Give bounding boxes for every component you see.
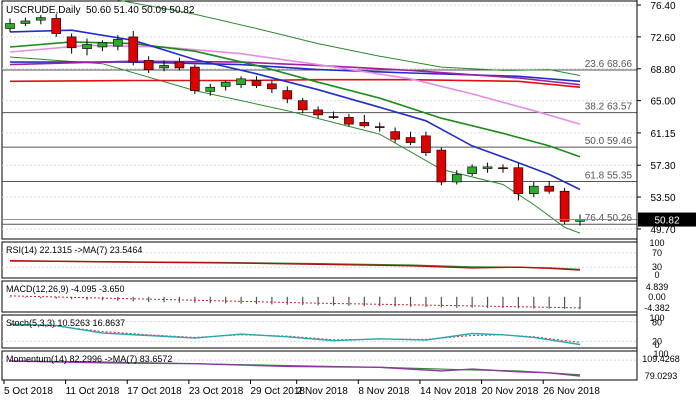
candle-body[interactable] (143, 60, 154, 70)
current-price-box (638, 212, 696, 227)
macd-tick-label: 0.00 (648, 292, 666, 302)
stoch-tick-label: 80 (652, 318, 662, 328)
candle-body[interactable] (421, 135, 431, 153)
candle-body[interactable] (66, 36, 77, 49)
candle-body[interactable] (51, 18, 62, 34)
price-tick-label: 72.60 (650, 33, 675, 44)
x-tick-label: 17 Oct 2018 (127, 386, 182, 397)
candle-body[interactable] (390, 131, 400, 140)
moving-average-line (9, 29, 581, 191)
candle-body[interactable] (528, 185, 539, 195)
candle-body[interactable] (467, 166, 477, 174)
candle-body[interactable] (159, 65, 169, 69)
candle-body[interactable] (97, 42, 108, 48)
momentum-label: Momentum(14) 82.2996 ->MA(7) 83.6572 (6, 354, 172, 364)
fib-level-label: 76.4 50.26 (585, 213, 633, 224)
candle-body[interactable] (205, 86, 216, 92)
candle-body[interactable] (513, 167, 524, 195)
momentum-tick-label: 109.4268 (642, 354, 680, 364)
candle-body[interactable] (236, 78, 246, 85)
rsi-pane (1, 241, 638, 279)
moving-average-line (9, 44, 581, 125)
candle-body[interactable] (498, 167, 508, 170)
price-tick-label: 76.40 (650, 1, 675, 12)
chart-ohlc: 50.60 51.40 50.09 50.82 (86, 5, 195, 16)
momentum-pane (1, 350, 638, 381)
fib-level-label: 38.2 63.57 (585, 102, 633, 113)
rsi-label: RSI(14) 22.1315 ->MA(7) 23.5464 (6, 245, 142, 255)
candle-body[interactable] (436, 149, 447, 183)
candle-body[interactable] (20, 20, 31, 24)
candle-body[interactable] (313, 109, 323, 116)
stoch-tick-label: 0 (654, 340, 659, 350)
chart-symbol: USCRUDE,Daily (6, 5, 80, 16)
candle-body[interactable] (344, 117, 354, 125)
candle-body[interactable] (328, 116, 339, 118)
stoch-label: Stoch(5,3,3) 10.5263 16.8637 (6, 318, 125, 328)
candle-body[interactable] (267, 83, 277, 90)
candle-body[interactable] (113, 39, 123, 47)
candle-body[interactable] (174, 61, 185, 69)
candle-body[interactable] (544, 185, 554, 192)
candle-body[interactable] (5, 23, 15, 29)
current-price-label: 50.82 (654, 216, 679, 227)
candle-body[interactable] (282, 90, 293, 100)
candle-body[interactable] (451, 174, 462, 183)
candle-body[interactable] (36, 17, 46, 21)
rsi-tick-label: 30 (652, 262, 662, 272)
bollinger-lower-line (9, 56, 581, 234)
price-tick-label: 61.15 (650, 129, 675, 140)
x-tick-label: 26 Nov 2018 (543, 386, 600, 397)
macd-tick-label: 4.839 (646, 282, 669, 292)
macd-label: MACD(12,26,9) -4.095 -3.650 (6, 284, 125, 294)
x-tick-label: 20 Nov 2018 (482, 386, 539, 397)
candle-body[interactable] (251, 80, 262, 86)
fib-level-label: 23.6 68.66 (585, 59, 633, 70)
stoch-k-line (9, 323, 581, 346)
rsi-line (9, 260, 581, 271)
candle-body[interactable] (128, 36, 139, 63)
candle-body[interactable] (190, 66, 200, 91)
fib-level-label: 61.8 55.35 (585, 171, 633, 182)
candle-body[interactable] (359, 122, 370, 127)
candle-body[interactable] (405, 137, 416, 143)
x-tick-label: 11 Oct 2018 (66, 386, 120, 397)
candle-body[interactable] (82, 44, 92, 49)
momentum-tick-label: 100 (653, 349, 668, 359)
stoch-pane (1, 314, 638, 349)
bollinger-upper-line (117, 0, 581, 76)
price-tick-label: 49.70 (650, 225, 675, 236)
candle-body[interactable] (297, 100, 308, 111)
candle-body[interactable] (220, 81, 231, 87)
momentum-line (9, 360, 581, 377)
candle-body[interactable] (374, 126, 385, 128)
candle-body[interactable] (482, 166, 493, 169)
x-tick-label: 2 Nov 2018 (297, 386, 349, 397)
moving-average-line (9, 78, 581, 88)
moving-average-line (9, 41, 581, 158)
fib-level-label: 50.0 59.46 (585, 136, 633, 147)
price-tick-label: 57.30 (650, 161, 675, 172)
price-pane (1, 0, 638, 240)
candle-body[interactable] (559, 190, 570, 222)
rsi-tick-label: 70 (652, 248, 662, 258)
macd-signal-line (9, 295, 581, 309)
x-tick-label: 14 Nov 2018 (420, 386, 477, 397)
stoch-tick-label: 20 (652, 336, 662, 346)
rsi-tick-label: 100 (649, 238, 664, 248)
rsi-tick-label: 0 (654, 270, 659, 280)
price-tick-label: 65.00 (650, 97, 675, 108)
x-tick-label: 5 Oct 2018 (4, 386, 53, 397)
momentum-tick-label: 79.0293 (645, 371, 678, 381)
macd-tick-label: -4.382 (644, 303, 670, 313)
x-tick-label: 29 Oct 2018 (250, 386, 305, 397)
price-tick-label: 53.50 (650, 193, 675, 204)
x-tick-label: 23 Oct 2018 (189, 386, 244, 397)
stoch-tick-label: 100 (649, 313, 664, 323)
x-tick-label: 8 Nov 2018 (358, 386, 410, 397)
price-tick-label: 68.80 (650, 65, 675, 76)
